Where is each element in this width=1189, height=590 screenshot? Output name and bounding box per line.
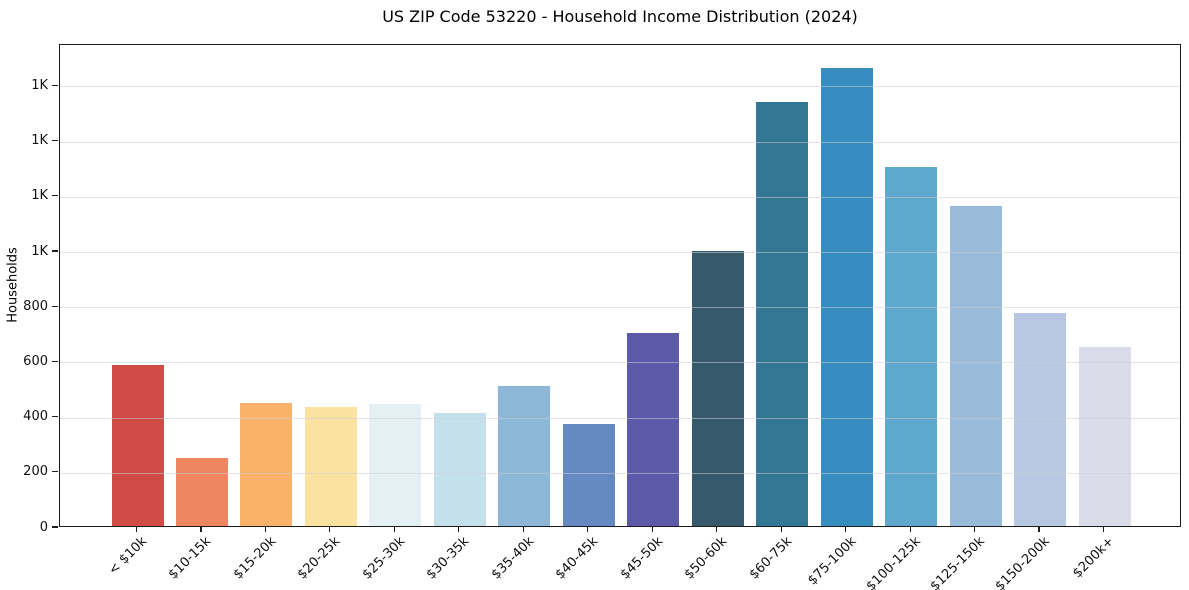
x-tick	[587, 527, 589, 532]
y-tick-label: 1K	[31, 133, 48, 149]
y-tick	[52, 471, 58, 473]
bar-$50-60k	[691, 251, 744, 526]
y-tick	[52, 195, 58, 197]
x-tick-label: $45-50k	[617, 534, 666, 583]
bar-$75-100k	[820, 67, 873, 526]
y-tick-label: 800	[23, 298, 48, 314]
x-tick-label: $200k+	[1070, 534, 1118, 582]
y-tick-label: 0	[39, 519, 48, 535]
y-tick	[52, 140, 58, 142]
x-tick	[909, 527, 911, 532]
x-tick-label: $10-15k	[166, 534, 215, 583]
bar-$45-50k	[627, 333, 680, 526]
x-tick-label: $50-60k	[681, 534, 731, 583]
x-tick	[200, 527, 202, 532]
plot-area	[59, 44, 1181, 527]
x-tick-label: $25-30k	[359, 534, 408, 583]
x-tick	[651, 527, 653, 532]
x-tick	[135, 527, 138, 532]
x-tick-label: $15-20k	[230, 534, 280, 583]
bar-$30-35k	[433, 412, 486, 526]
gridline	[60, 86, 1180, 88]
y-tick	[52, 416, 58, 418]
gridline	[60, 472, 1180, 474]
x-tick	[780, 527, 782, 532]
y-tick-label: 1K	[31, 243, 48, 259]
y-tick-label: 1K	[31, 77, 48, 93]
x-tick-label: $35-40k	[488, 534, 537, 583]
y-tick	[52, 360, 58, 362]
x-tick-label: $40-45k	[552, 534, 602, 583]
y-tick-label: 400	[23, 409, 48, 425]
x-tick-label: $30-35k	[423, 534, 473, 583]
bar-$15-20k	[240, 403, 293, 526]
bar-$25-30k	[369, 404, 422, 526]
x-tick-label: $125-150k	[927, 534, 989, 590]
bar-< $10k	[111, 364, 164, 526]
gridline	[60, 307, 1180, 309]
gridline	[60, 252, 1180, 253]
gridline	[60, 362, 1180, 364]
x-tick	[522, 527, 524, 532]
bar-$200k+	[1078, 347, 1131, 526]
y-tick-label: 600	[23, 353, 48, 369]
y-tick-label: 200	[23, 464, 48, 480]
x-tick-label: < $10k	[106, 534, 151, 579]
y-tick	[52, 250, 58, 252]
gridline	[60, 196, 1180, 198]
x-tick	[1102, 527, 1105, 532]
bar-$60-75k	[756, 101, 809, 526]
y-tick	[52, 84, 58, 86]
x-tick-label: $75-100k	[804, 534, 860, 589]
x-tick-label: $150-200k	[992, 534, 1053, 590]
x-tick	[716, 527, 718, 532]
x-tick-label: $100-125k	[863, 534, 924, 590]
x-tick-label: $20-25k	[295, 534, 344, 583]
y-tick	[52, 526, 58, 528]
y-tick	[52, 305, 58, 307]
bar-$125-150k	[949, 205, 1002, 526]
bar-$20-25k	[304, 407, 357, 526]
gridline	[60, 417, 1180, 419]
bar-$40-45k	[562, 423, 615, 526]
bar-$35-40k	[498, 386, 551, 526]
bar-$100-125k	[885, 167, 938, 526]
x-tick	[393, 527, 395, 532]
bar-$10-15k	[175, 457, 228, 526]
x-tick-label: $60-75k	[746, 534, 795, 583]
x-tick	[329, 527, 331, 532]
x-tick	[264, 527, 267, 532]
y-tick-label: 1K	[31, 188, 48, 204]
bar-$150-200k	[1014, 312, 1067, 526]
x-tick	[458, 527, 460, 532]
x-tick	[973, 527, 976, 532]
x-tick	[1038, 527, 1040, 532]
gridline	[60, 141, 1180, 143]
chart-title: US ZIP Code 53220 - Household Income Dis…	[382, 7, 858, 26]
x-tick	[845, 527, 847, 532]
